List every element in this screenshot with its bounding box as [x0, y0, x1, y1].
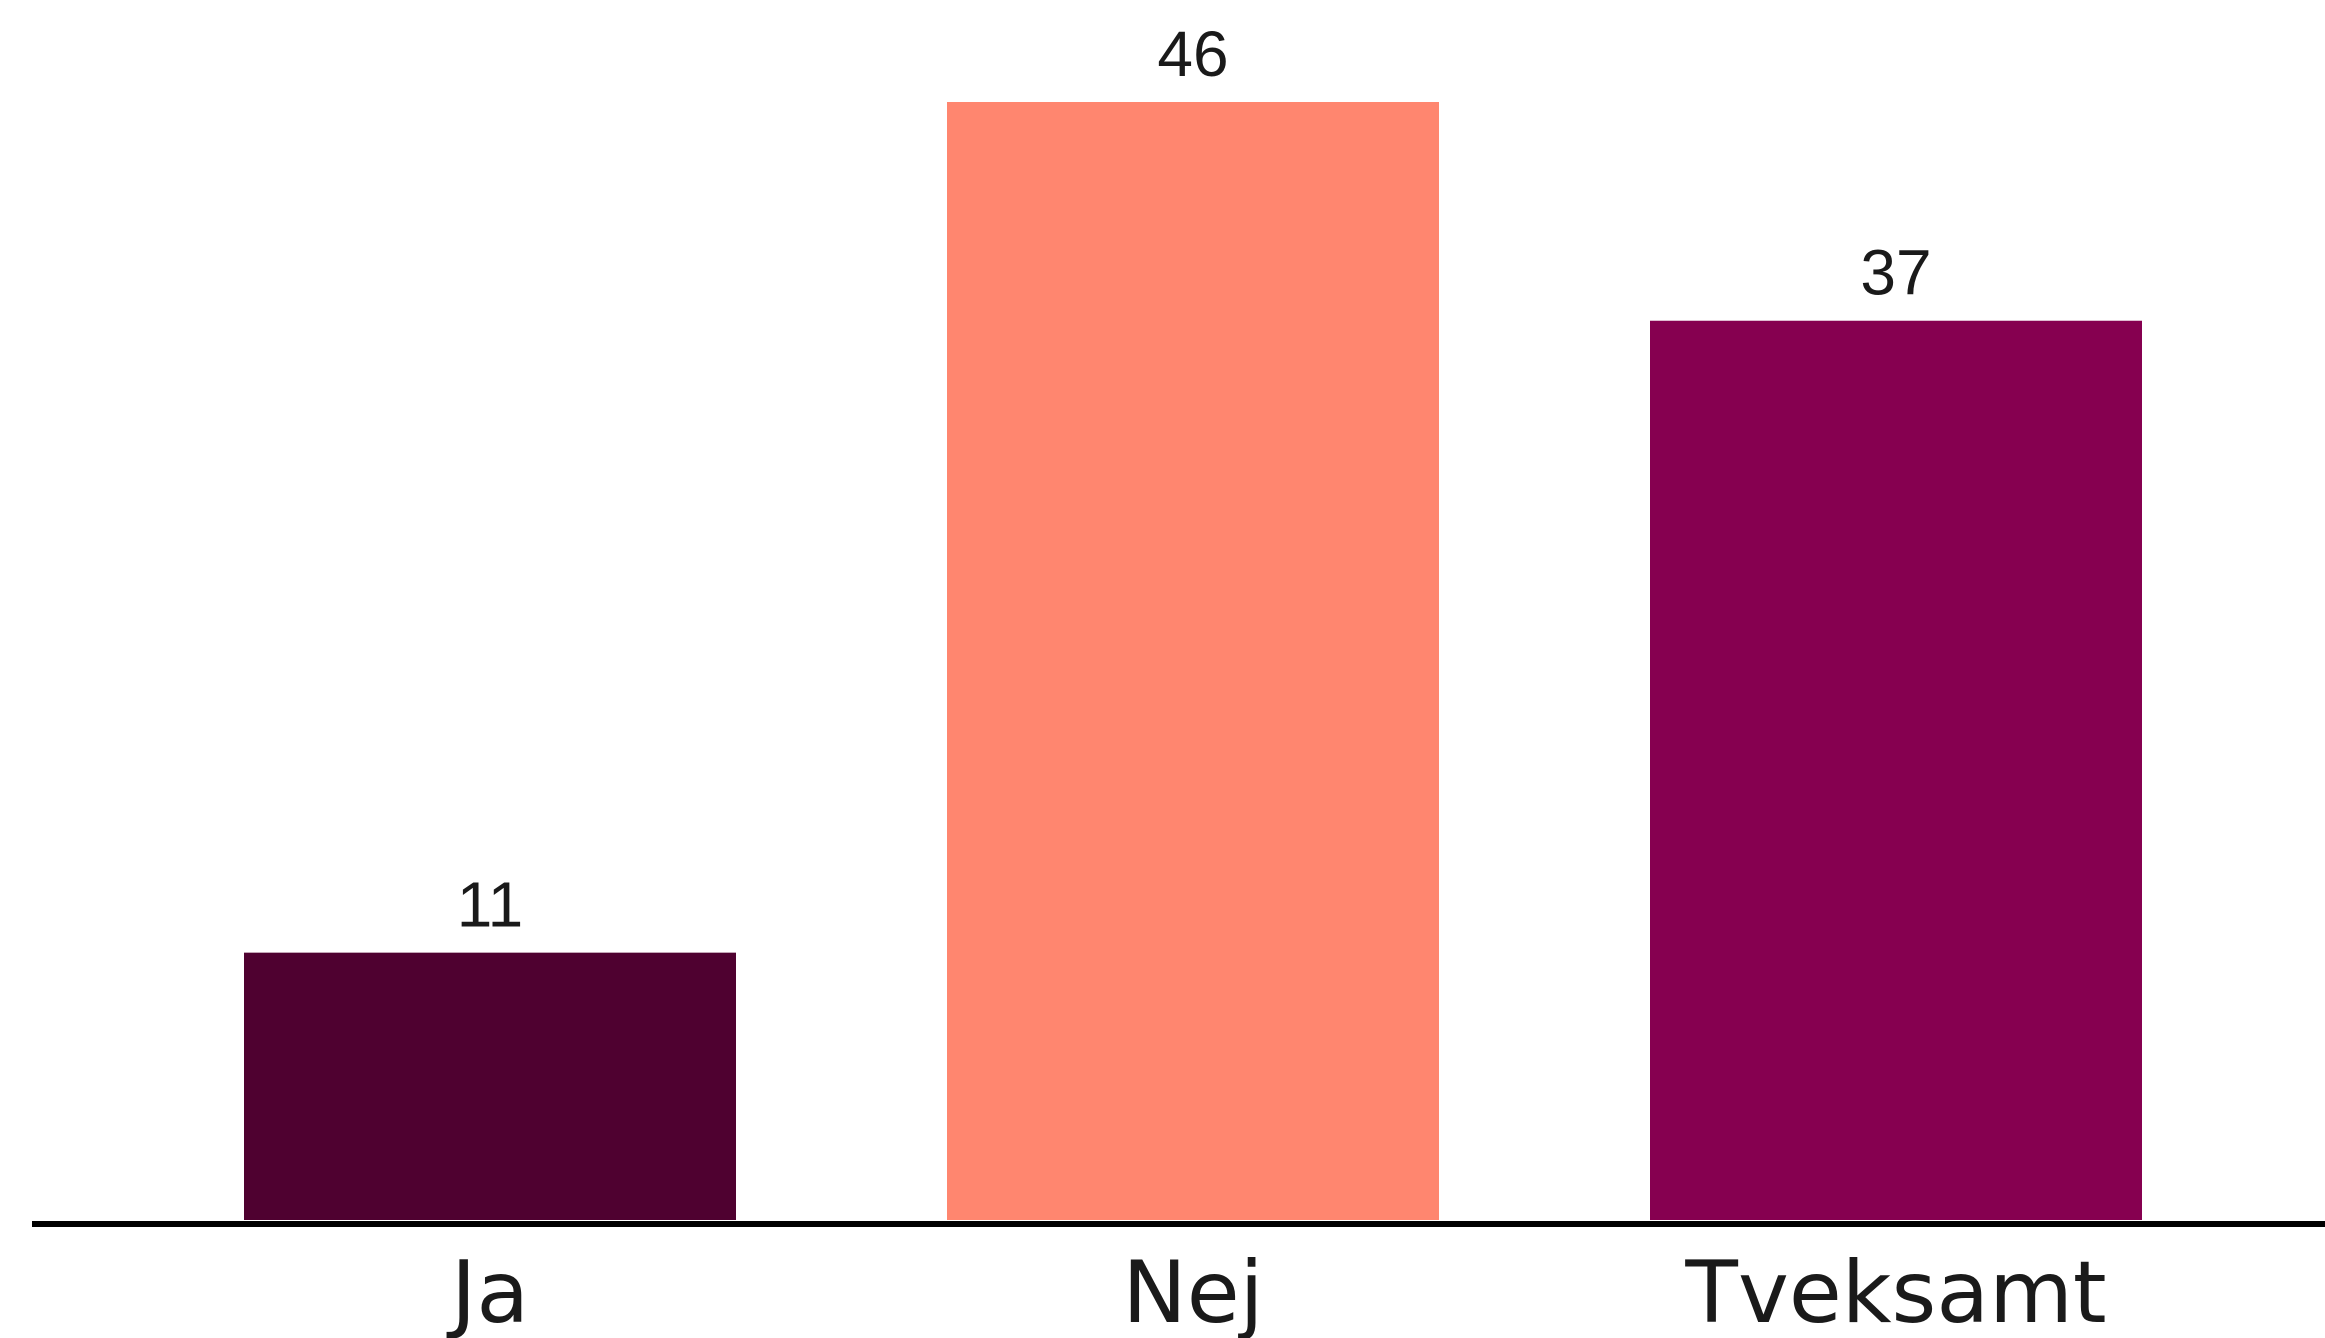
category-label-ja: Ja	[446, 1243, 529, 1338]
bars-group	[244, 102, 2142, 1220]
bar-nej	[947, 102, 1439, 1220]
category-label-tveksamt: Tveksamt	[1684, 1243, 2106, 1338]
bar-tveksamt	[1650, 320, 2142, 1220]
value-labels-group: 11 46 37	[457, 18, 1932, 941]
category-label-nej: Nej	[1122, 1243, 1263, 1338]
value-label-ja: 11	[457, 869, 523, 941]
value-label-nej: 46	[1157, 18, 1228, 90]
bar-ja	[244, 952, 736, 1220]
category-labels-group: Ja Nej Tveksamt	[446, 1243, 2107, 1338]
value-label-tveksamt: 37	[1860, 237, 1931, 309]
